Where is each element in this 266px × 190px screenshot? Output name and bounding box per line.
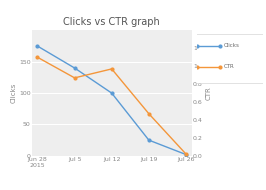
Text: Clicks: Clicks xyxy=(223,43,239,48)
Line: CTR: CTR xyxy=(36,56,187,155)
Clicks xyxy=(36,45,39,47)
Y-axis label: Clicks: Clicks xyxy=(10,83,16,103)
Text: CTR: CTR xyxy=(223,64,234,69)
FancyBboxPatch shape xyxy=(196,34,263,83)
Clicks xyxy=(147,139,151,141)
Line: Clicks: Clicks xyxy=(36,45,187,156)
Title: Clicks vs CTR graph: Clicks vs CTR graph xyxy=(63,17,160,27)
CTR xyxy=(110,68,113,70)
CTR xyxy=(73,77,76,79)
Clicks xyxy=(110,92,113,94)
Clicks xyxy=(73,67,76,69)
CTR xyxy=(36,56,39,58)
Clicks xyxy=(184,153,188,156)
CTR xyxy=(147,112,151,115)
Y-axis label: CTR: CTR xyxy=(206,86,211,100)
CTR xyxy=(184,153,188,155)
